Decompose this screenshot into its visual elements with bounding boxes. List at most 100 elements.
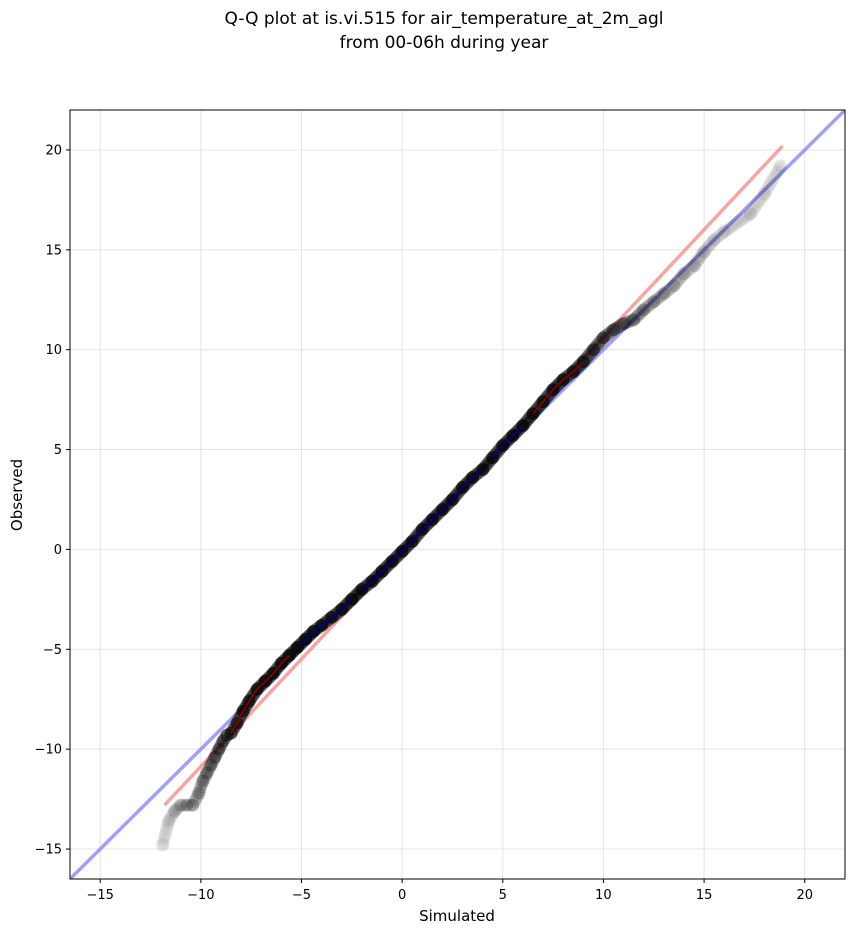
qq-point — [612, 320, 626, 334]
qq-point — [189, 792, 203, 806]
qq-point — [727, 218, 741, 232]
dense-red-segment — [532, 360, 585, 415]
qq-point — [685, 261, 699, 275]
y-tick-label: −10 — [35, 743, 62, 758]
qq-point — [609, 321, 623, 335]
qq-point — [734, 213, 748, 227]
qq-point — [695, 247, 709, 261]
dense-overlay — [230, 360, 585, 734]
qq-point — [703, 238, 717, 252]
qq-point — [657, 287, 671, 301]
qq-point — [692, 252, 706, 266]
x-tick-label: 15 — [696, 888, 713, 903]
qq-points — [156, 159, 788, 852]
qq-point — [631, 309, 645, 323]
qq-point — [619, 316, 633, 330]
x-tick-label: −10 — [187, 888, 214, 903]
qq-point — [166, 807, 180, 821]
qq-point — [201, 763, 215, 777]
qq-point — [170, 802, 184, 816]
qq-point — [199, 769, 213, 783]
dense-red-segment — [230, 654, 291, 734]
y-tick-label: −15 — [35, 843, 62, 858]
qq-point — [644, 297, 658, 311]
qq-point — [731, 215, 745, 229]
qq-point — [771, 164, 785, 178]
qq-point — [756, 189, 770, 203]
qq-point — [768, 169, 782, 183]
qq-point — [747, 202, 761, 216]
qq-point — [710, 231, 724, 245]
qq-point — [745, 204, 759, 218]
qq-point — [694, 249, 708, 263]
qq-point — [697, 245, 711, 259]
y-tick-label: 0 — [54, 543, 62, 558]
qq-point — [712, 229, 726, 243]
y-axis-ticks: −15 −10 −5 0 5 10 15 20 — [35, 143, 70, 858]
qq-point — [588, 340, 602, 354]
qq-point — [687, 259, 701, 273]
qq-point — [633, 307, 647, 321]
y-tick-label: 15 — [45, 243, 62, 258]
x-tick-label: 0 — [398, 888, 406, 903]
qq-point — [774, 159, 788, 173]
x-tick-label: 10 — [595, 888, 612, 903]
chart-title-line-1: Q-Q plot at is.vi.515 for air_temperatur… — [224, 9, 663, 29]
qq-point — [699, 242, 713, 256]
qq-point — [637, 303, 651, 317]
qq-point — [754, 192, 768, 206]
qq-point — [197, 771, 211, 785]
x-tick-label: 5 — [499, 888, 507, 903]
qq-point — [722, 222, 736, 236]
x-axis-ticks: −15 −10 −5 0 5 10 15 20 — [86, 879, 813, 903]
qq-point — [627, 313, 641, 327]
qq-point — [172, 800, 186, 814]
qq-point — [707, 233, 721, 247]
qq-point — [635, 305, 649, 319]
qq-point — [765, 174, 779, 188]
qq-point — [662, 283, 676, 297]
qq-point — [642, 299, 656, 313]
qq-point — [654, 289, 668, 303]
qq-point — [736, 212, 750, 226]
qq-point — [750, 197, 764, 211]
qq-point — [757, 187, 771, 201]
qq-point — [763, 177, 777, 191]
chart-title-line-2: from 00-06h during year — [340, 33, 549, 53]
qq-point — [741, 208, 755, 222]
y-axis-label: Observed — [8, 459, 26, 531]
qq-point — [187, 795, 201, 809]
plot-frame — [69, 109, 846, 880]
qq-point — [749, 199, 763, 213]
qq-point — [624, 314, 638, 328]
y-tick-label: 10 — [45, 343, 62, 358]
qq-point — [159, 823, 173, 837]
qq-point — [163, 812, 177, 826]
dense-blue-segment — [491, 424, 524, 459]
qq-point — [689, 256, 703, 270]
qq-point — [156, 835, 170, 849]
qq-point — [675, 269, 689, 283]
qq-point — [724, 220, 738, 234]
qq-point — [766, 172, 780, 186]
dense-blue-segment — [361, 468, 484, 591]
qq-point — [690, 254, 704, 268]
qq-point — [165, 809, 179, 823]
qq-point — [158, 829, 172, 843]
qq-point — [759, 184, 773, 198]
qq-point — [762, 179, 776, 193]
qq-point — [760, 182, 774, 196]
x-tick-label: −5 — [292, 888, 311, 903]
qq-point — [159, 826, 173, 840]
qq-point — [160, 820, 174, 834]
qq-point — [679, 265, 693, 279]
qq-point — [157, 832, 171, 846]
qq-point — [183, 798, 197, 812]
qq-point — [639, 301, 653, 315]
qq-point — [629, 311, 643, 325]
qq-point — [586, 343, 600, 357]
qq-point — [161, 817, 175, 831]
qq-point — [739, 210, 753, 224]
x-tick-label: −15 — [86, 888, 113, 903]
